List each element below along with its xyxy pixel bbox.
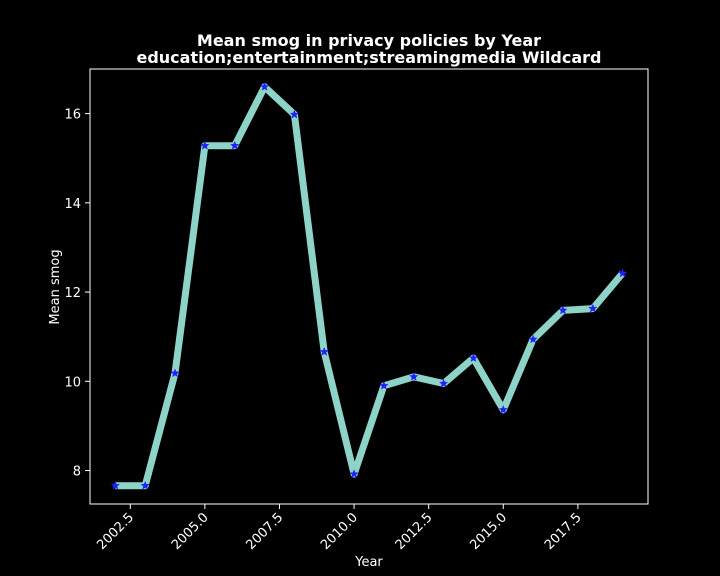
data-point-star-icon [140, 480, 150, 490]
data-point-star-icon [110, 480, 121, 490]
data-point-star-icon [349, 469, 359, 479]
chart-title: Mean smog in privacy policies by Year [197, 31, 541, 50]
axes [89, 68, 649, 505]
x-axis-label: Year [354, 555, 383, 570]
data-point-star-icon [319, 346, 329, 356]
data-point-star-icon [528, 334, 538, 344]
x-tick-label: 2015.0 [467, 510, 510, 553]
y-tick-label: 16 [64, 108, 81, 123]
data-point-star-icon [289, 109, 300, 119]
x-axis-ticks: 2002.5 2005.0 2007.5 2010.0 2012.5 2015.0 2017… [94, 504, 585, 553]
data-point-star-icon [468, 353, 479, 363]
x-tick-label: 2007.5 [244, 510, 287, 553]
x-tick-label: 2002.5 [94, 510, 137, 553]
y-tick-label: 10 [64, 375, 81, 390]
data-point-star-icon [558, 305, 568, 315]
y-tick-label: 12 [64, 286, 81, 301]
data-point-star-icon [498, 404, 508, 414]
data-point-star-icon [379, 380, 389, 390]
data-point-star-icon [409, 371, 419, 381]
y-tick-label: 8 [73, 465, 81, 480]
data-point-star-icon [230, 140, 240, 150]
data-series [110, 81, 628, 490]
series-line [115, 83, 626, 490]
y-axis-label: Mean smog [48, 249, 63, 324]
x-tick-label: 2010.0 [318, 510, 361, 553]
data-point-star-icon [588, 303, 598, 313]
data-point-star-icon [438, 378, 449, 388]
data-point-star-icon [170, 368, 180, 378]
plot-frame [89, 68, 649, 505]
x-tick-label: 2012.5 [393, 510, 436, 553]
data-point-star-icon [259, 81, 270, 91]
y-axis-ticks: 8 10 12 14 16 [64, 108, 90, 480]
data-point-star-icon [200, 140, 210, 150]
chart-subtitle: education;entertainment;streamingmedia W… [136, 48, 601, 67]
x-tick-label: 2005.0 [169, 510, 212, 553]
y-tick-label: 14 [64, 197, 81, 212]
x-tick-label: 2017.5 [542, 510, 585, 553]
data-point-star-icon [617, 268, 628, 278]
